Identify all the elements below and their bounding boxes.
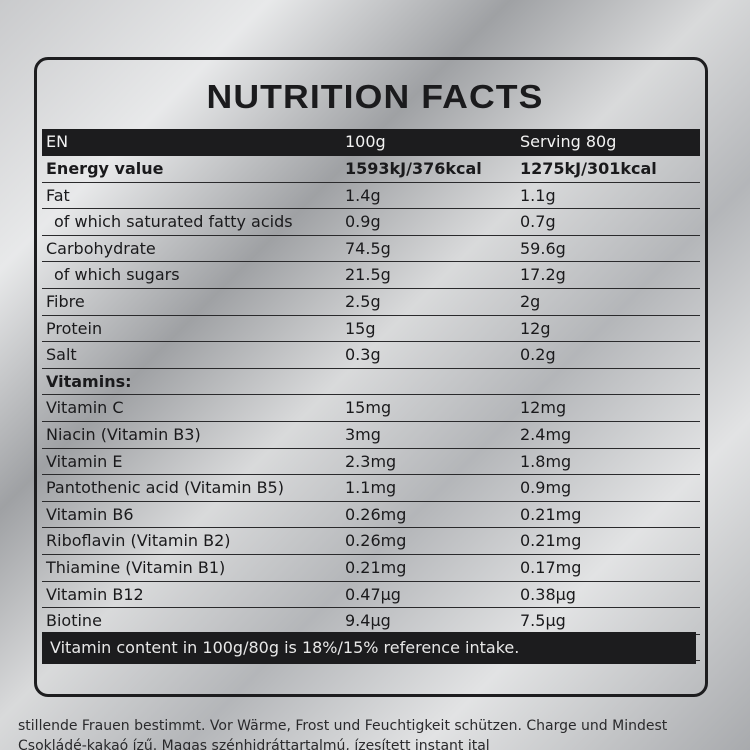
nutrient-name: Salt — [46, 345, 77, 365]
title: NUTRITION FACTS — [206, 78, 544, 115]
header-row: EN 100g Serving 80g — [42, 129, 700, 156]
nutrient-name: Vitamin E — [46, 451, 123, 471]
nutrient-value: 15mg — [345, 398, 392, 418]
table-row: Salt 0.3g 0.2g — [42, 342, 700, 369]
nutrient-name: Pantothenic acid (Vitamin B5) — [46, 478, 284, 498]
nutrient-value: 0.21mg — [520, 531, 582, 551]
nutrient-value: 1.1g — [520, 185, 556, 205]
nutrient-value: 0.26mg — [345, 504, 407, 524]
nutrient-name: Carbohydrate — [46, 238, 156, 258]
nutrient-value: 0.21mg — [520, 504, 582, 524]
nutrient-value: 59.6g — [520, 238, 566, 258]
nutrient-name: Fibre — [46, 291, 85, 311]
table-row: of which saturated fatty acids 0.9g 0.7g — [42, 209, 700, 236]
nutrient-value: 0.9mg — [520, 478, 572, 498]
nutrient-name: Vitamins: — [46, 371, 132, 391]
nutrient-value: Serving 80g — [520, 132, 617, 151]
footer-note: Vitamin content in 100g/80g is 18%/15% r… — [42, 632, 696, 664]
nutrient-value: 0.38µg — [520, 584, 576, 604]
nutrient-value: 2.5g — [345, 291, 381, 311]
nutrient-value: 0.9g — [345, 212, 381, 232]
nutrient-value: 0.21mg — [345, 557, 407, 577]
table-row: Pantothenic acid (Vitamin B5) 1.1mg 0.9mg — [42, 475, 700, 502]
nutrient-value: 0.7g — [520, 212, 556, 232]
nutrient-value: 0.2g — [520, 345, 556, 365]
table-row: Vitamins: — [42, 369, 700, 396]
table-row: Vitamin E 2.3mg 1.8mg — [42, 449, 700, 476]
nutrient-value: 74.5g — [345, 238, 391, 258]
nutrient-name: Vitamin B6 — [46, 504, 134, 524]
nutrient-value: 12mg — [520, 398, 567, 418]
table-row: Fat 1.4g 1.1g — [42, 183, 700, 210]
nutrient-value: 2g — [520, 291, 541, 311]
bottom-text: Csokládé-kakaó ízű. Magas szénhidráttart… — [18, 738, 490, 750]
table-row: Carbohydrate 74.5g 59.6g — [42, 236, 700, 263]
nutrient-value: 2.4mg — [520, 424, 572, 444]
nutrient-name: Vitamin B12 — [46, 584, 144, 604]
table-row: Niacin (Vitamin B3) 3mg 2.4mg — [42, 422, 700, 449]
nutrient-value: 0.17mg — [520, 557, 582, 577]
nutrient-value: 15g — [345, 318, 376, 338]
nutrient-value: 1593kJ/376kcal — [345, 159, 482, 178]
nutrition-panel — [34, 57, 708, 697]
nutrient-name: Riboflavin (Vitamin B2) — [46, 531, 231, 551]
nutrient-value: 1.8mg — [520, 451, 572, 471]
table-row: Thiamine (Vitamin B1) 0.21mg 0.17mg — [42, 555, 700, 582]
nutrient-name: Fat — [46, 185, 70, 205]
nutrient-value: 17.2g — [520, 265, 566, 285]
table-row: Vitamin C 15mg 12mg — [42, 395, 700, 422]
nutrient-name: of which sugars — [54, 265, 180, 285]
nutrient-name: of which saturated fatty acids — [54, 212, 293, 232]
nutrient-name: EN — [46, 132, 69, 151]
nutrient-value: 100g — [345, 132, 386, 151]
bottom-text: stillende Frauen bestimmt. Vor Wärme, Fr… — [18, 718, 668, 734]
nutrient-name: Thiamine (Vitamin B1) — [46, 557, 226, 577]
table-row: Fibre 2.5g 2g — [42, 289, 700, 316]
table-row: Energy value 1593kJ/376kcal 1275kJ/301kcal — [42, 156, 700, 183]
nutrition-table: EN 100g Serving 80g Energy value 1593kJ/376k… — [42, 129, 700, 662]
nutrient-value: 0.26mg — [345, 531, 407, 551]
nutrient-value: 7.5µg — [520, 611, 566, 631]
table-row: Vitamin B6 0.26mg 0.21mg — [42, 502, 700, 529]
nutrient-value: 1.4g — [345, 185, 381, 205]
nutrient-name: Energy value — [46, 159, 164, 178]
nutrient-value: 2.3mg — [345, 451, 397, 471]
nutrient-value: 0.47µg — [345, 584, 401, 604]
nutrient-value: 12g — [520, 318, 551, 338]
nutrient-value: 1.1mg — [345, 478, 397, 498]
table-row: Biotine 9.4µg 7.5µg — [42, 608, 700, 635]
nutrient-name: Niacin (Vitamin B3) — [46, 424, 201, 444]
nutrient-value: 9.4µg — [345, 611, 391, 631]
nutrient-value: 1275kJ/301kcal — [520, 159, 657, 178]
table-row: Protein 15g 12g — [42, 316, 700, 343]
nutrient-value: 0.3g — [345, 345, 381, 365]
nutrient-value: 3mg — [345, 424, 381, 444]
table-row: Riboflavin (Vitamin B2) 0.26mg 0.21mg — [42, 528, 700, 555]
table-row: Vitamin B12 0.47µg 0.38µg — [42, 582, 700, 609]
nutrient-name: Protein — [46, 318, 103, 338]
nutrient-name: Vitamin C — [46, 398, 124, 418]
table-row: of which sugars 21.5g 17.2g — [42, 262, 700, 289]
nutrient-value: 21.5g — [345, 265, 391, 285]
nutrient-name: Biotine — [46, 611, 102, 631]
